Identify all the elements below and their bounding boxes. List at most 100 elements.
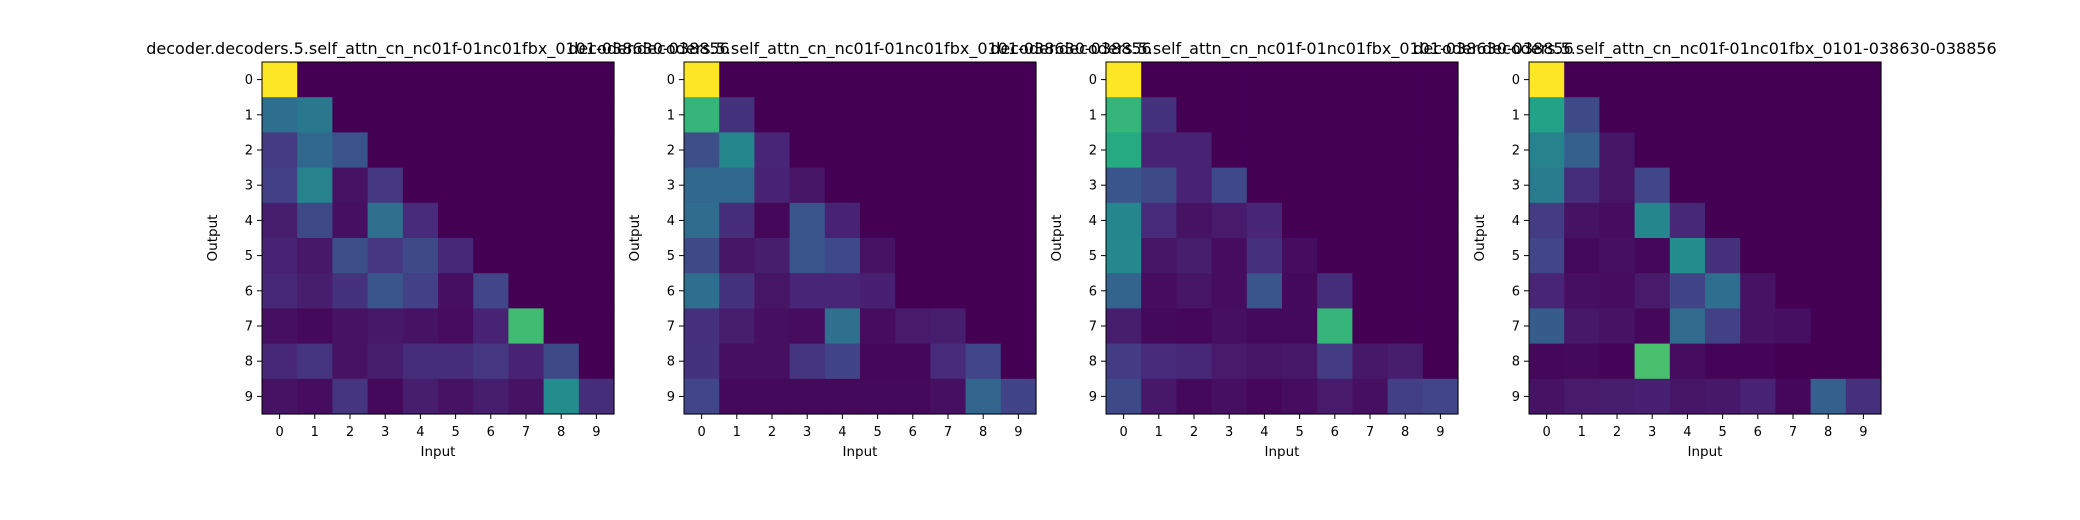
heatmap-cell: [262, 202, 298, 239]
heatmap-cell: [1211, 202, 1248, 239]
heatmap-cell: [684, 167, 720, 204]
heatmap-cell: [1211, 132, 1248, 169]
heatmap-cell: [543, 97, 580, 133]
heatmap-cell: [1599, 273, 1636, 309]
y-tick-label: 0: [1512, 73, 1520, 88]
heatmap-cell: [438, 167, 474, 204]
heatmap-cell: [1599, 343, 1636, 380]
heatmap-cell: [1246, 132, 1283, 169]
heatmap-cell: [402, 343, 439, 380]
heatmap-cell: [1000, 238, 1037, 274]
heatmap-cell: [1564, 167, 1600, 204]
heatmap-cell: [1141, 343, 1177, 380]
heatmap-cell: [1106, 62, 1142, 98]
heatmap-cell: [1000, 62, 1037, 98]
heatmap-cell: [473, 167, 509, 204]
heatmap-cell: [1282, 378, 1318, 415]
heatmap-cell: [1387, 273, 1424, 309]
heatmap-cell: [402, 97, 439, 133]
heatmap-cell: [1246, 378, 1283, 415]
x-tick-label: 9: [1859, 425, 1867, 440]
heatmap-cell: [965, 202, 1002, 239]
heatmap-cell: [1775, 167, 1812, 204]
heatmap-cell: [402, 167, 439, 204]
heatmap-cell: [1705, 62, 1741, 98]
x-axis-label: Input: [843, 444, 878, 460]
x-tick-label: 9: [592, 425, 600, 440]
heatmap-cell: [297, 62, 333, 98]
axes-frame: [261, 61, 615, 415]
heatmap-cell: [719, 62, 755, 98]
heatmap-cell: [402, 378, 439, 415]
heatmap-cell: [262, 167, 298, 204]
heatmap-cell: [1669, 308, 1706, 345]
heatmap-cell: [1317, 308, 1353, 345]
y-tick-label: 7: [1089, 320, 1097, 335]
heatmap-cell: [824, 97, 861, 133]
heatmap-cell: [1740, 167, 1776, 204]
heatmap-cell: [930, 343, 967, 380]
heatmap-cell: [1529, 378, 1565, 415]
heatmap-cell: [1176, 132, 1213, 169]
heatmap-cell: [965, 343, 1002, 380]
heatmap-cell: [1211, 378, 1248, 415]
heatmap-cell: [1810, 238, 1847, 274]
heatmap-cell: [1705, 308, 1741, 345]
heatmap-cell: [508, 273, 545, 309]
x-tick-label: 6: [1754, 425, 1762, 440]
heatmap-cell: [754, 273, 791, 309]
heatmap-cell: [1669, 132, 1706, 169]
heatmap-cell: [1634, 132, 1671, 169]
heatmap-cell: [543, 238, 580, 274]
heatmap-cell: [965, 273, 1002, 309]
heatmap-cell: [1810, 167, 1847, 204]
y-tick-label: 0: [667, 73, 675, 88]
heatmap-cell: [1000, 132, 1037, 169]
heatmap-cell: [1211, 167, 1248, 204]
x-tick-label: 3: [803, 425, 811, 440]
heatmap-cell: [684, 378, 720, 415]
heatmap-cell: [754, 238, 791, 274]
heatmap-panel-0: 0 1 2 3 4 5 6 7 8 9 0 1 2 3 4 5 6 7 8 9 Input Output decoder.d…: [146, 39, 729, 460]
heatmap-cell: [543, 343, 580, 380]
heatmap-cell: [297, 167, 333, 204]
heatmap-cell: [965, 308, 1002, 345]
heatmap-cell: [824, 132, 861, 169]
heatmap-cell: [297, 238, 333, 274]
heatmap-cell: [1282, 238, 1318, 274]
heatmap-cell: [860, 343, 896, 380]
heatmap-cell: [1669, 273, 1706, 309]
heatmap-cell: [1634, 167, 1671, 204]
heatmap-cell: [1810, 273, 1847, 309]
heatmap-cell: [1106, 238, 1142, 274]
heatmap-cell: [438, 202, 474, 239]
heatmap-cell: [1599, 202, 1636, 239]
heatmap-cell: [1246, 167, 1283, 204]
heatmap-cell: [860, 308, 896, 345]
heatmap-cell: [1669, 62, 1706, 98]
heatmap-cell: [1422, 343, 1459, 380]
heatmap-cell: [1387, 343, 1424, 380]
heatmap-cell: [1529, 97, 1565, 133]
heatmap-cell: [402, 238, 439, 274]
heatmap-cell: [1317, 62, 1353, 98]
x-tick-label: 1: [1155, 425, 1163, 440]
heatmap-cell: [578, 378, 615, 415]
heatmap-cell: [1810, 308, 1847, 345]
heatmap-cell: [332, 202, 369, 239]
heatmap-cell: [1564, 273, 1600, 309]
heatmap-cell: [930, 378, 967, 415]
heatmap-cell: [860, 62, 896, 98]
heatmap-cell: [754, 202, 791, 239]
heatmap-cell: [332, 167, 369, 204]
heatmap-cell: [1775, 273, 1812, 309]
heatmap-cell: [1211, 273, 1248, 309]
heatmap-cell: [1634, 202, 1671, 239]
heatmap-cell: [895, 132, 931, 169]
heatmap-cell: [508, 378, 545, 415]
heatmap-panel-2: 0 1 2 3 4 5 6 7 8 9 0 1 2 3 4 5 6 7 8 9 Input Output decoder.d…: [990, 39, 1573, 460]
heatmap-cell: [1176, 202, 1213, 239]
heatmap-cell: [1422, 238, 1459, 274]
heatmap-cell: [1845, 62, 1882, 98]
heatmap-cell: [297, 132, 333, 169]
